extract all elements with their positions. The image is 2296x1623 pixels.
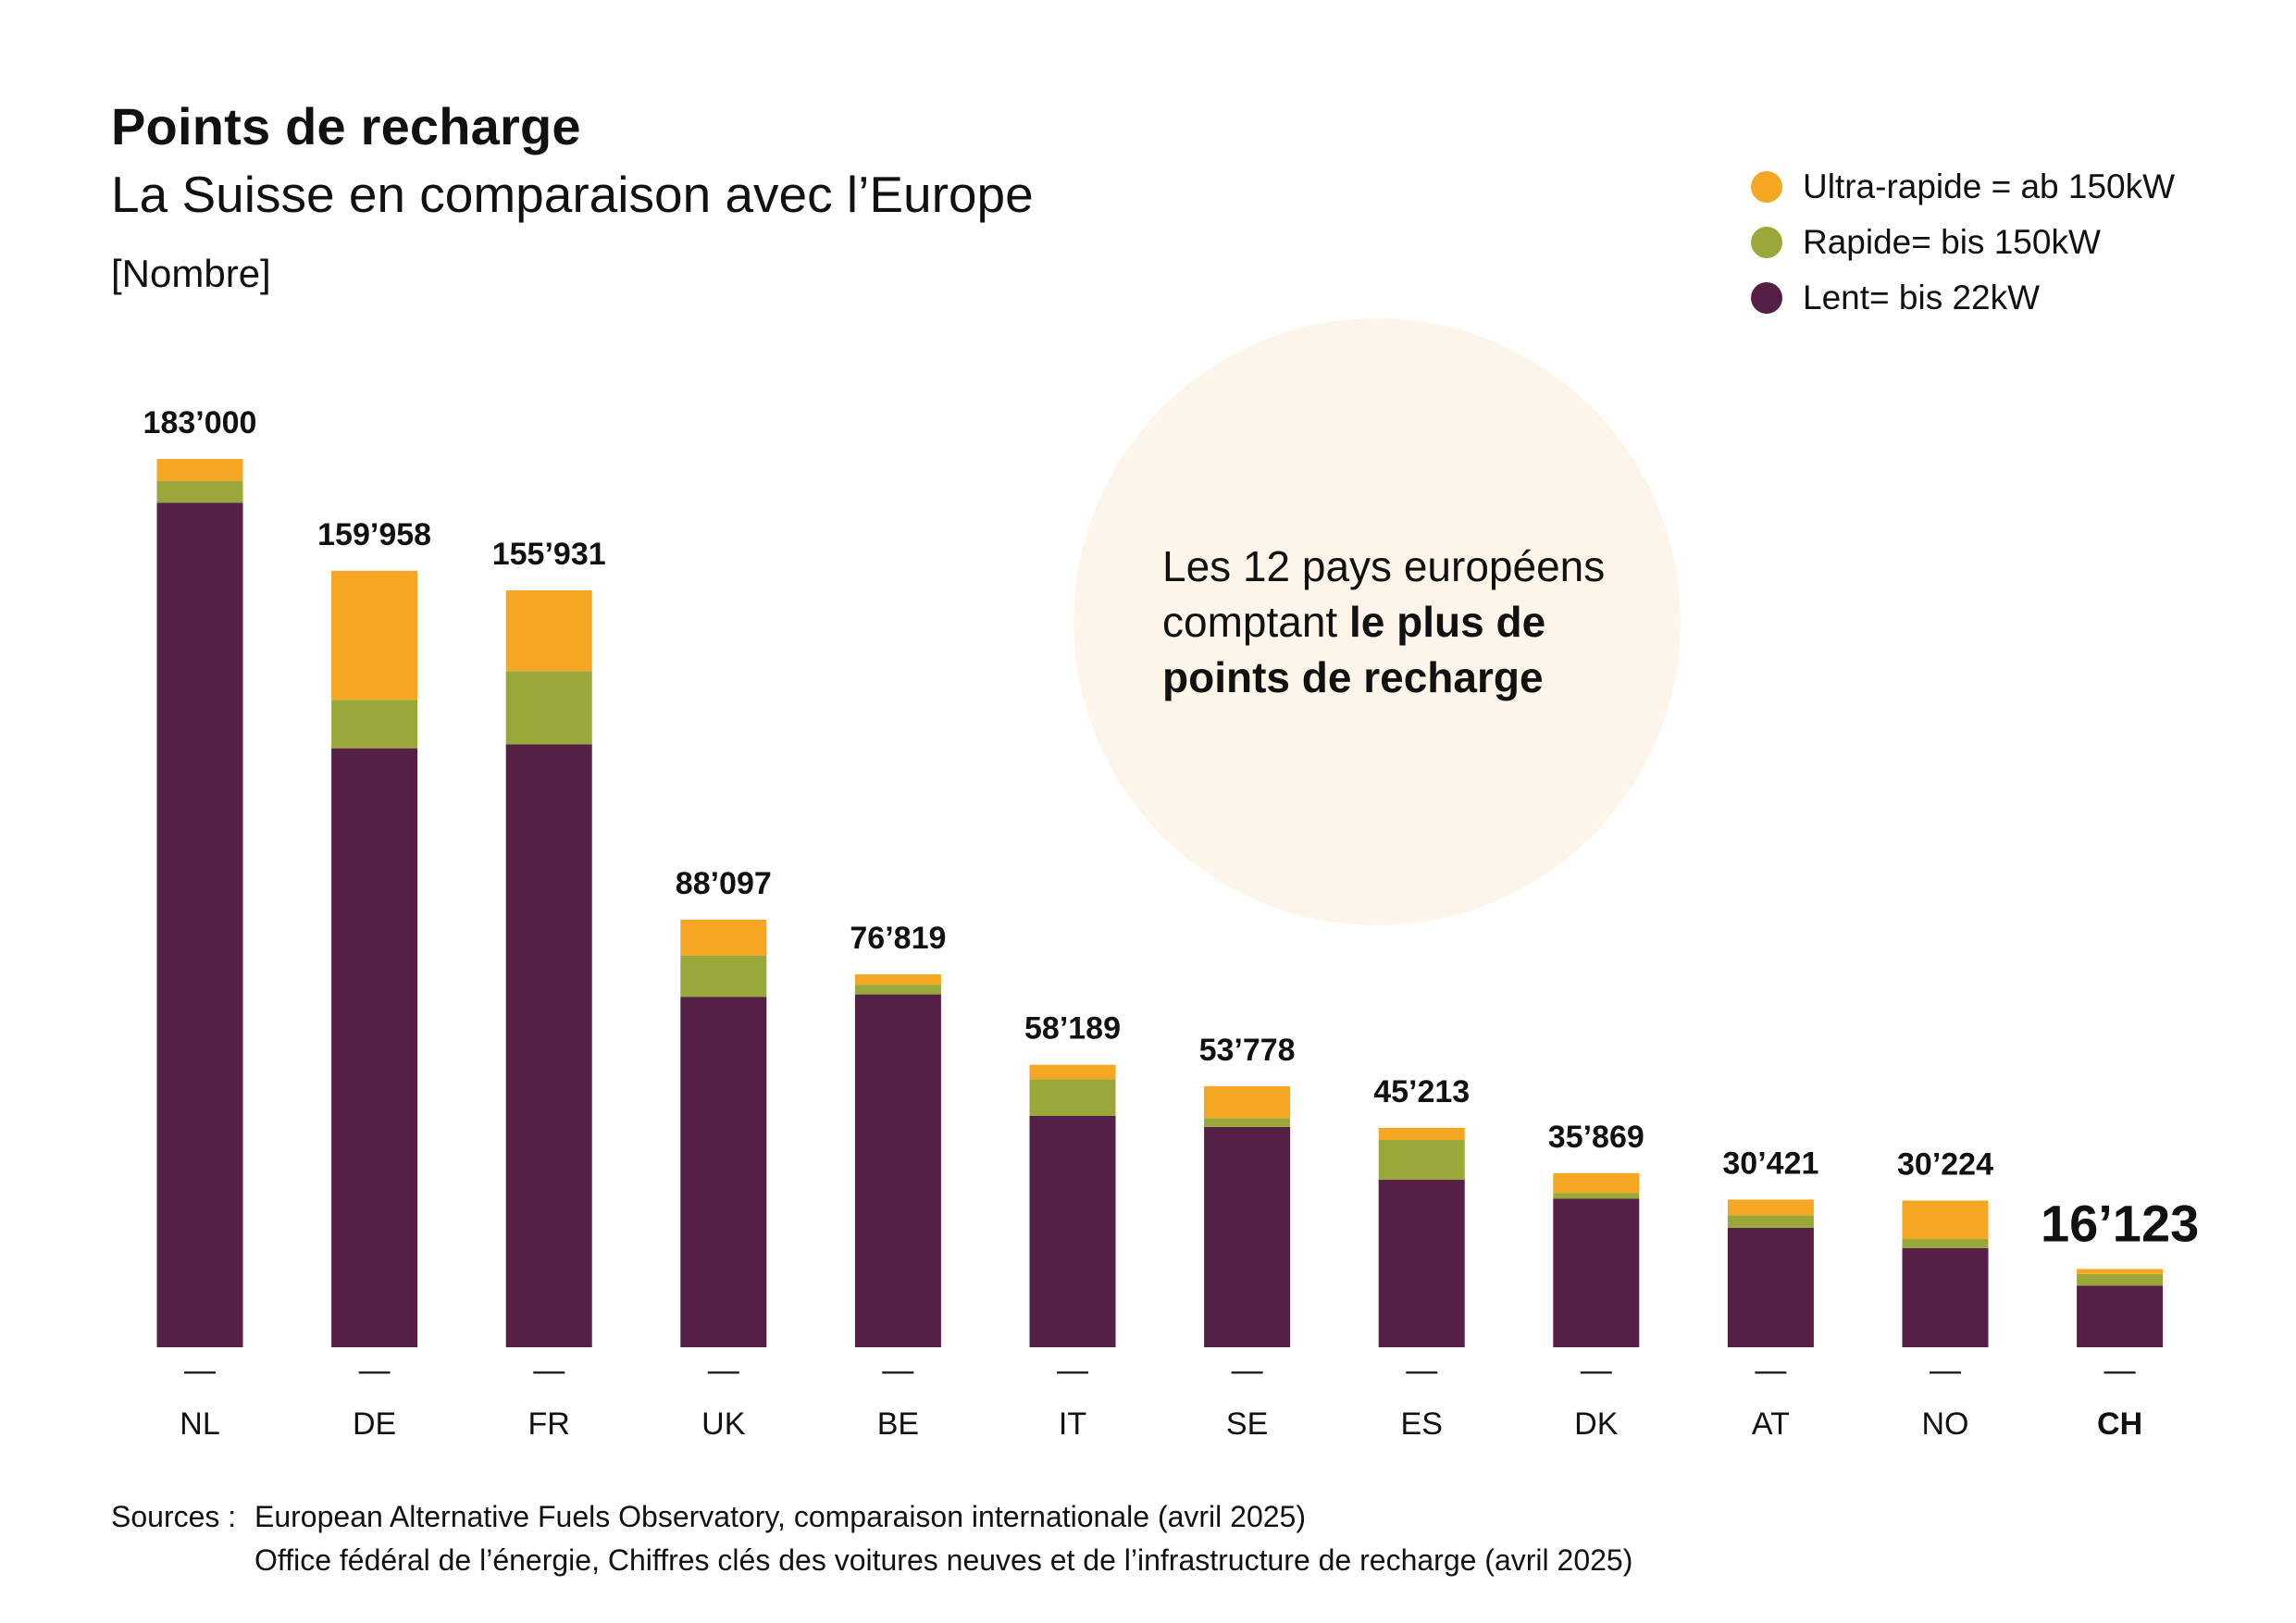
x-tick-mark: —	[882, 1353, 913, 1388]
bar-segment-no-ultra-rapide	[1902, 1200, 1989, 1240]
bar-segment-de-rapide	[331, 700, 418, 749]
sources: Sources : European Alternative Fuels Obs…	[111, 1495, 1632, 1582]
total-label-es: 45’213	[1373, 1074, 1470, 1109]
x-tick-label-nl: NL	[180, 1406, 219, 1442]
bar-segment-fr-ultra-rapide	[505, 590, 592, 672]
bar-segment-fr-lent	[505, 744, 592, 1347]
unit-label: [Nombre]	[111, 252, 271, 295]
total-label-nl: 183’000	[143, 405, 257, 440]
legend-dot-icon	[1751, 282, 1782, 314]
x-tick-mark: —	[708, 1353, 739, 1388]
bar-segment-uk-ultra-rapide	[680, 919, 767, 956]
x-tick-label-be: BE	[877, 1406, 919, 1442]
bar-segment-dk-lent	[1553, 1198, 1640, 1347]
bar-segment-se-rapide	[1204, 1118, 1291, 1127]
bar-segment-nl-rapide	[156, 480, 243, 503]
legend-dot-icon	[1751, 227, 1782, 258]
legend-label: Lent= bis 22kW	[1803, 279, 2041, 316]
total-label-be: 76’819	[850, 921, 946, 956]
total-label-no: 30’224	[1897, 1146, 1993, 1182]
bar-segment-no-rapide	[1902, 1239, 1989, 1248]
callout-line-2-bold: le plus de	[1349, 598, 1546, 646]
callout-line-3: points de recharge	[1162, 653, 1544, 701]
bar-segment-ch-rapide	[2077, 1273, 2164, 1286]
bar-segment-dk-rapide	[1553, 1193, 1640, 1199]
bar-segment-es-ultra-rapide	[1378, 1127, 1465, 1141]
bar-segment-nl-ultra-rapide	[156, 459, 243, 481]
legend-label: Ultra-rapide = ab 150kW	[1803, 167, 2176, 205]
callout-circle	[1074, 318, 1681, 925]
x-tick-label-de: DE	[353, 1406, 396, 1442]
bar-segment-be-rapide	[854, 985, 941, 995]
bar-segment-nl-lent	[156, 502, 243, 1347]
bar-segment-dk-ultra-rapide	[1553, 1172, 1640, 1194]
bar-segment-de-ultra-rapide	[331, 570, 418, 700]
legend-item-lent: Lent= bis 22kW	[1751, 270, 2175, 326]
legend-item-rapide: Rapide= bis 150kW	[1751, 215, 2175, 270]
chart-title: Points de recharge	[111, 97, 581, 155]
legend-dot-icon	[1751, 171, 1782, 203]
callout-line-2: comptant le plus de	[1162, 594, 1681, 650]
bar-segment-it-rapide	[1029, 1079, 1116, 1116]
x-tick-label-fr: FR	[528, 1406, 570, 1442]
bar-segment-se-ultra-rapide	[1204, 1085, 1291, 1119]
bar-segment-be-ultra-rapide	[854, 974, 941, 985]
x-tick-label-se: SE	[1226, 1406, 1268, 1442]
x-tick-label-no: NO	[1922, 1406, 1969, 1442]
x-tick-mark: —	[359, 1353, 391, 1388]
callout-text: Les 12 pays européens comptant le plus d…	[1162, 539, 1681, 705]
bar-segment-fr-rapide	[505, 671, 592, 745]
callout-line-1: Les 12 pays européens	[1162, 542, 1606, 590]
total-label-ch: 16’123	[2041, 1194, 2199, 1252]
x-tick-label-ch: CH	[2097, 1406, 2142, 1442]
source-line-2: Office fédéral de l’énergie, Chiffres cl…	[254, 1543, 1633, 1577]
total-label-fr: 155’931	[492, 537, 606, 572]
bar-segment-uk-lent	[680, 997, 767, 1347]
x-tick-mark: —	[1057, 1353, 1088, 1388]
sources-label: Sources :	[111, 1500, 237, 1533]
x-tick-mark: —	[1232, 1353, 1263, 1388]
bar-segment-ch-lent	[2077, 1285, 2164, 1347]
x-tick-mark: —	[533, 1353, 565, 1388]
total-label-at: 30’421	[1722, 1146, 1818, 1181]
total-label-it: 58’189	[1024, 1011, 1121, 1047]
x-tick-mark: —	[1581, 1353, 1612, 1388]
bar-segment-at-rapide	[1727, 1215, 1814, 1228]
x-tick-mark: —	[1930, 1353, 1961, 1388]
bar-segment-be-lent	[854, 994, 941, 1347]
total-label-se: 53’778	[1199, 1033, 1296, 1068]
sources-list: European Alternative Fuels Observatory, …	[254, 1495, 1632, 1582]
bar-segment-uk-rapide	[680, 955, 767, 997]
x-tick-label-at: AT	[1752, 1406, 1790, 1442]
chart-subtitle: La Suisse en comparaison avec l’Europe	[111, 166, 1034, 223]
bar-segment-es-lent	[1378, 1180, 1465, 1347]
x-tick-mark: —	[184, 1353, 216, 1388]
source-line-1: European Alternative Fuels Observatory, …	[254, 1500, 1306, 1533]
x-tick-label-it: IT	[1059, 1406, 1086, 1442]
total-label-dk: 35’869	[1548, 1120, 1644, 1155]
x-tick-mark: —	[1755, 1353, 1786, 1388]
bar-segment-it-ultra-rapide	[1029, 1064, 1116, 1080]
legend-label: Rapide= bis 150kW	[1803, 223, 2101, 261]
x-tick-label-uk: UK	[701, 1406, 746, 1442]
bar-segment-it-lent	[1029, 1115, 1116, 1347]
bar-segment-es-rapide	[1378, 1140, 1465, 1181]
legend: Ultra-rapide = ab 150kW Rapide= bis 150k…	[1751, 159, 2175, 326]
x-tick-mark: —	[1406, 1353, 1437, 1388]
bar-segment-at-lent	[1727, 1227, 1814, 1347]
bar-segment-se-lent	[1204, 1126, 1291, 1347]
x-tick-label-es: ES	[1401, 1406, 1443, 1442]
callout-line-2-plain: comptant	[1162, 598, 1349, 646]
bar-segment-no-lent	[1902, 1247, 1989, 1347]
total-label-de: 159’958	[317, 517, 431, 552]
bar-segment-ch-ultra-rapide	[2077, 1269, 2164, 1274]
x-tick-label-dk: DK	[1574, 1406, 1619, 1442]
total-label-uk: 88’097	[676, 866, 772, 901]
bar-segment-de-lent	[331, 748, 418, 1347]
legend-item-ultra-rapide: Ultra-rapide = ab 150kW	[1751, 159, 2175, 215]
x-tick-mark: —	[2104, 1353, 2136, 1388]
bar-segment-at-ultra-rapide	[1727, 1199, 1814, 1216]
